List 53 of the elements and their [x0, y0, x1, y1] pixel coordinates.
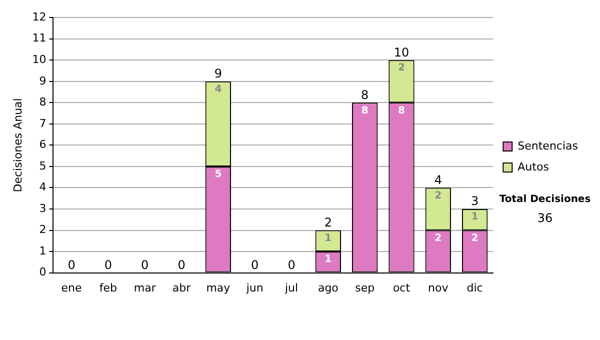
total-label: 3: [471, 194, 479, 208]
y-tick-label: 0: [39, 266, 46, 279]
total-label: 0: [141, 258, 149, 272]
data-label: 2: [434, 190, 442, 202]
x-tick-label: feb: [99, 281, 118, 294]
y-tick-label: 11: [32, 32, 46, 45]
y-tick-label: 9: [39, 74, 46, 88]
y-tick-label: 8: [39, 96, 46, 109]
total-label: 0: [288, 258, 296, 272]
data-label: 1: [324, 254, 332, 266]
text: 36: [536, 211, 554, 225]
y-tick-label: 6: [39, 138, 46, 152]
total-label: 0: [251, 258, 259, 272]
total-label: 0: [68, 258, 76, 272]
data-label: 8: [398, 105, 406, 116]
x-tick-label: oct: [392, 281, 411, 294]
y-axis-title: Decisiones Anual: [11, 98, 24, 192]
y-tick-label: 1: [39, 244, 46, 258]
data-label: 2: [434, 232, 442, 244]
y-tick-label: 5: [39, 159, 46, 172]
x-tick-label: jun: [245, 281, 264, 294]
data-label: 8: [361, 105, 368, 116]
total-label: 0: [178, 258, 186, 272]
data-label: 1: [324, 232, 332, 244]
y-tick-label: 3: [39, 202, 46, 215]
y-tick-label: 4: [39, 180, 46, 194]
data-label: 4: [214, 84, 222, 95]
x-tick-label: dic: [466, 281, 483, 294]
x-tick-label: jul: [284, 281, 298, 294]
y-tick-label: 7: [39, 116, 46, 130]
total-label: 8: [361, 88, 369, 102]
y-tick-label: 12: [32, 10, 46, 24]
y-tick-label: 2: [39, 223, 46, 236]
total-label: 9: [214, 66, 222, 81]
text: Total Decisiones: [498, 194, 592, 205]
x-tick-label: ago: [318, 281, 339, 294]
data-label: 2: [471, 232, 478, 244]
total-label: 0: [104, 258, 112, 272]
total-label: 2: [324, 215, 332, 230]
x-tick-label: abr: [172, 281, 192, 294]
total-label: 4: [434, 172, 442, 187]
y-tick-label: 10: [32, 52, 46, 66]
data-label: 5: [214, 169, 222, 180]
total-label: 10: [394, 45, 410, 60]
data-label: 2: [398, 62, 406, 74]
data-label: 1: [471, 212, 478, 223]
legend-label: Autos: [518, 160, 550, 174]
x-tick-label: mar: [134, 281, 156, 294]
x-tick-label: ene: [61, 281, 82, 294]
x-tick-label: may: [206, 281, 231, 294]
legend-label: Sentencias: [518, 139, 578, 152]
x-tick-label: nov: [428, 281, 449, 294]
x-tick-label: sep: [355, 281, 375, 294]
